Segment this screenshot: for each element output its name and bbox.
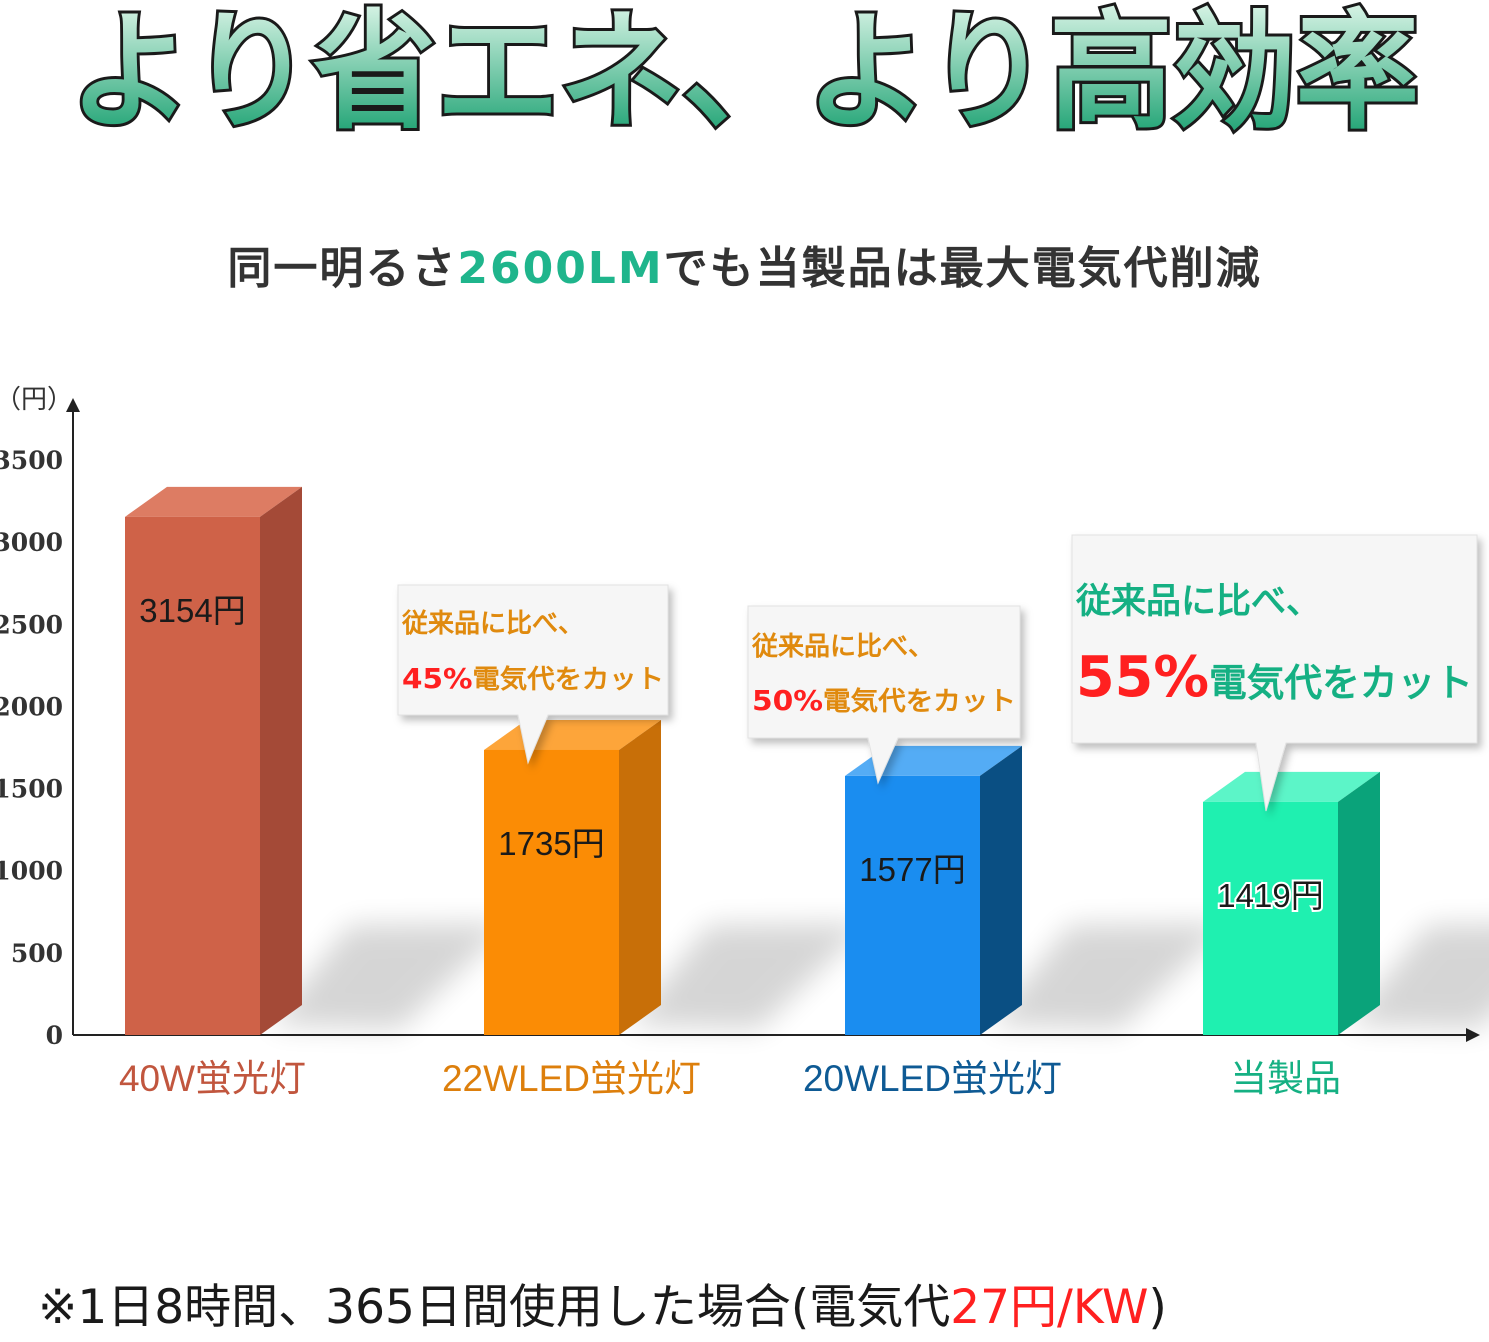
y-tick-label: 1000 xyxy=(0,857,63,886)
footnote-before: ※1日8時間、365日間使用した場合(電気代 xyxy=(38,1280,951,1335)
cost-bar-chart: （円） 0 500 1000 1500 2000 2500 3000 3500 3154円 40W蛍… xyxy=(0,385,1489,1099)
bar-value-label: 1735円 xyxy=(498,825,604,862)
y-axis-unit: （円） xyxy=(0,385,73,415)
x-category-label: 20WLED蛍光灯 xyxy=(803,1058,1062,1099)
y-tick-label: 500 xyxy=(11,939,63,968)
x-axis-arrow xyxy=(1466,1028,1480,1042)
bar-value-label: 1419円 xyxy=(1217,877,1323,914)
bar-shadow xyxy=(990,923,1230,1029)
callout-line1: 従来品に比べ、 xyxy=(751,632,934,662)
bar-shadow xyxy=(629,923,869,1029)
bar-value-label: 3154円 xyxy=(139,592,245,629)
x-category-label: 40W蛍光灯 xyxy=(119,1058,306,1099)
callout-percent: 55% xyxy=(1076,645,1209,710)
bar-side-face xyxy=(260,486,302,1035)
y-tick-label: 2000 xyxy=(0,692,63,721)
callout-percent: 50% xyxy=(752,684,823,717)
callout-line1: 従来品に比べ、 xyxy=(1075,582,1321,622)
callout-box xyxy=(747,605,1021,785)
callout-percent: 45% xyxy=(402,662,473,695)
y-axis-arrow xyxy=(66,398,80,412)
y-tick-label: 1500 xyxy=(0,775,63,804)
bar-side-face xyxy=(619,719,661,1035)
bar-3 xyxy=(845,775,980,1035)
headline-title: より省エネ、より高効率 xyxy=(69,0,1419,147)
callout-rest: 電気代をカット xyxy=(1209,661,1473,705)
callout-rest: 電気代をカット xyxy=(823,686,1016,717)
subtitle-after: でも当製品は最大電気代削減 xyxy=(663,243,1262,294)
callout-line2: 50% 電気代をカット xyxy=(752,684,1016,717)
subtitle-before: 同一明るさ xyxy=(227,243,458,294)
callout-bubble-2 xyxy=(397,584,669,765)
callout-bubble-4 xyxy=(1071,534,1478,812)
callout-line2: 55%電気代をカット xyxy=(1076,645,1473,710)
bar-side-face xyxy=(980,745,1022,1035)
callout-box xyxy=(1071,534,1478,812)
bar-2 xyxy=(484,749,619,1035)
headline-banner: より省エネ、より高効率 xyxy=(66,0,1422,150)
x-category-label: 22WLED蛍光灯 xyxy=(442,1058,701,1099)
bar-top-face xyxy=(1203,771,1380,802)
bar-value-label: 1577円 xyxy=(859,851,965,888)
y-tick-label: 3500 xyxy=(0,446,63,475)
subtitle-highlight: 2600LM xyxy=(457,243,664,294)
callout-line1: 従来品に比べ、 xyxy=(401,609,584,639)
callout-line2: 45% 電気代をカット xyxy=(402,662,664,695)
y-tick-label: 3000 xyxy=(0,528,63,557)
footnote: ※1日8時間、365日間使用した場合(電気代27円/KW) xyxy=(38,1268,1167,1337)
y-tick-label: 0 xyxy=(46,1021,63,1050)
bar-shadow xyxy=(270,923,510,1029)
bar-4 xyxy=(1203,801,1338,1035)
callout-bubble-3 xyxy=(747,605,1021,785)
footnote-after: ) xyxy=(1148,1280,1167,1335)
bar-shadow xyxy=(1348,924,1489,1029)
footnote-highlight: 27円/KW xyxy=(950,1280,1149,1335)
callout-rest: 電気代をカット xyxy=(473,664,664,695)
bar-1 xyxy=(125,516,260,1035)
y-tick-label: 2500 xyxy=(0,610,63,639)
callout-box xyxy=(397,584,669,765)
bar-top-face xyxy=(125,486,302,517)
x-category-label: 当製品 xyxy=(1230,1058,1341,1099)
chart-subtitle: 同一明るさ2600LMでも当製品は最大電気代削減 xyxy=(0,232,1489,296)
bar-side-face xyxy=(1338,771,1380,1035)
